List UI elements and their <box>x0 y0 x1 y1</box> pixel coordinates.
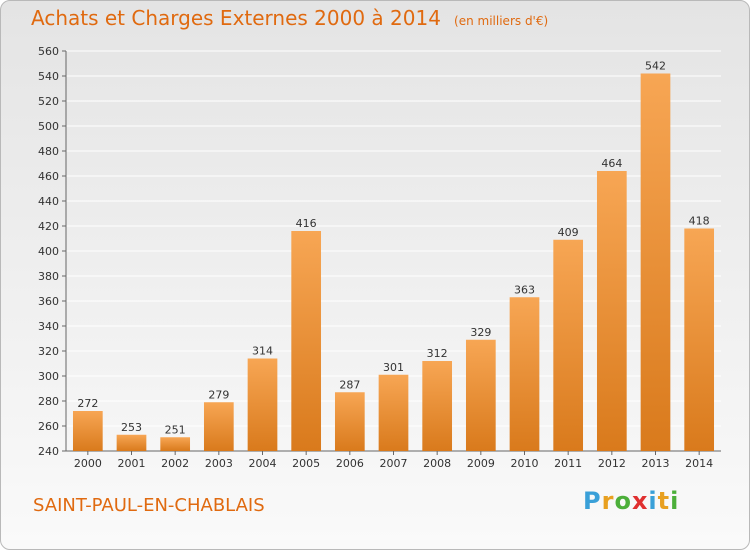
x-tick-label-2014: 2014 <box>685 457 713 470</box>
data-label-2008: 312 <box>427 347 448 360</box>
data-label-2001: 253 <box>121 421 142 434</box>
data-label-2007: 301 <box>383 361 404 374</box>
bars <box>72 73 715 451</box>
commune-name: SAINT-PAUL-EN-CHABLAIS <box>33 495 265 516</box>
x-tick-label-2001: 2001 <box>118 457 146 470</box>
y-tick-label: 300 <box>38 370 59 383</box>
bar-2012 <box>596 171 627 451</box>
bar-2001 <box>116 434 147 451</box>
y-tick-label: 460 <box>38 170 59 183</box>
chart-unit-text: (en milliers d'€) <box>454 14 549 28</box>
data-label-2004: 314 <box>252 345 273 358</box>
bar-2008 <box>422 361 453 451</box>
x-tick-label-2013: 2013 <box>642 457 670 470</box>
data-label-2005: 416 <box>296 217 317 230</box>
y-tick-label: 380 <box>38 270 59 283</box>
data-label-2009: 329 <box>470 326 491 339</box>
x-tick-labels: 2000 2001 2002 2003 2004 2005 2006 2007 2008 2009… <box>74 451 713 470</box>
bar-2006 <box>334 392 365 451</box>
y-tick-label: 260 <box>38 420 59 433</box>
chart-title-text: Achats et Charges Externes 2000 à 2014 <box>31 6 441 30</box>
bar-2004 <box>247 358 278 451</box>
logo-letter: P <box>583 487 602 515</box>
x-tick-label-2007: 2007 <box>380 457 408 470</box>
logo-letter: t <box>657 487 671 515</box>
x-tick-label-2010: 2010 <box>511 457 539 470</box>
y-tick-label: 400 <box>38 245 59 258</box>
x-tick-label-2011: 2011 <box>554 457 582 470</box>
logo-letter: r <box>601 487 615 515</box>
y-tick-label: 360 <box>38 295 59 308</box>
y-tick-label: 320 <box>38 345 59 358</box>
data-label-2013: 542 <box>645 60 666 73</box>
y-tick-label: 440 <box>38 195 59 208</box>
x-tick-label-2012: 2012 <box>598 457 626 470</box>
bar-2007 <box>378 374 409 451</box>
x-tick-label-2003: 2003 <box>205 457 233 470</box>
bar-2014 <box>684 228 715 451</box>
logo-letter: o <box>614 487 632 515</box>
logo-letter: i <box>648 487 658 515</box>
bar-2010 <box>509 297 540 451</box>
chart-title: Achats et Charges Externes 2000 à 2014 (… <box>31 6 548 30</box>
y-tick-label: 520 <box>38 95 59 108</box>
bar-2000 <box>72 411 103 451</box>
data-label-2010: 363 <box>514 283 535 296</box>
bar-2011 <box>553 239 584 451</box>
data-label-2002: 251 <box>165 423 186 436</box>
x-tick-label-2009: 2009 <box>467 457 495 470</box>
x-tick-label-2002: 2002 <box>161 457 189 470</box>
bar-2009 <box>465 339 496 451</box>
proxiti-logo: Proxiti <box>583 487 679 515</box>
data-labels: 272 253 251 279 314 416 287 301 312 329 363 409 464 5… <box>77 60 709 437</box>
y-tick-label: 560 <box>38 45 59 58</box>
x-tick-label-2008: 2008 <box>423 457 451 470</box>
logo-letter: i <box>670 487 680 515</box>
data-label-2014: 418 <box>689 215 710 228</box>
y-tick-label: 340 <box>38 320 59 333</box>
y-tick-label: 420 <box>38 220 59 233</box>
data-label-2000: 272 <box>77 397 98 410</box>
y-tick-labels: 240 260 280 300 320 340 360 380 400 420 440 460 480 5… <box>38 45 59 458</box>
x-tick-label-2004: 2004 <box>249 457 277 470</box>
x-tick-label-2006: 2006 <box>336 457 364 470</box>
data-label-2006: 287 <box>339 378 360 391</box>
y-tick-label: 540 <box>38 70 59 83</box>
y-tick-label: 280 <box>38 395 59 408</box>
data-label-2012: 464 <box>601 157 622 170</box>
y-tick-label: 240 <box>38 445 59 458</box>
y-tick-label: 480 <box>38 145 59 158</box>
data-label-2003: 279 <box>208 388 229 401</box>
data-label-2011: 409 <box>558 226 579 239</box>
x-tick-label-2005: 2005 <box>292 457 320 470</box>
x-tick-label-2000: 2000 <box>74 457 102 470</box>
bar-2003 <box>203 402 234 451</box>
y-tick-label: 500 <box>38 120 59 133</box>
bar-2002 <box>160 437 191 451</box>
logo-letter: x <box>631 487 649 515</box>
bar-2005 <box>291 231 322 451</box>
bar-2013 <box>640 73 671 451</box>
